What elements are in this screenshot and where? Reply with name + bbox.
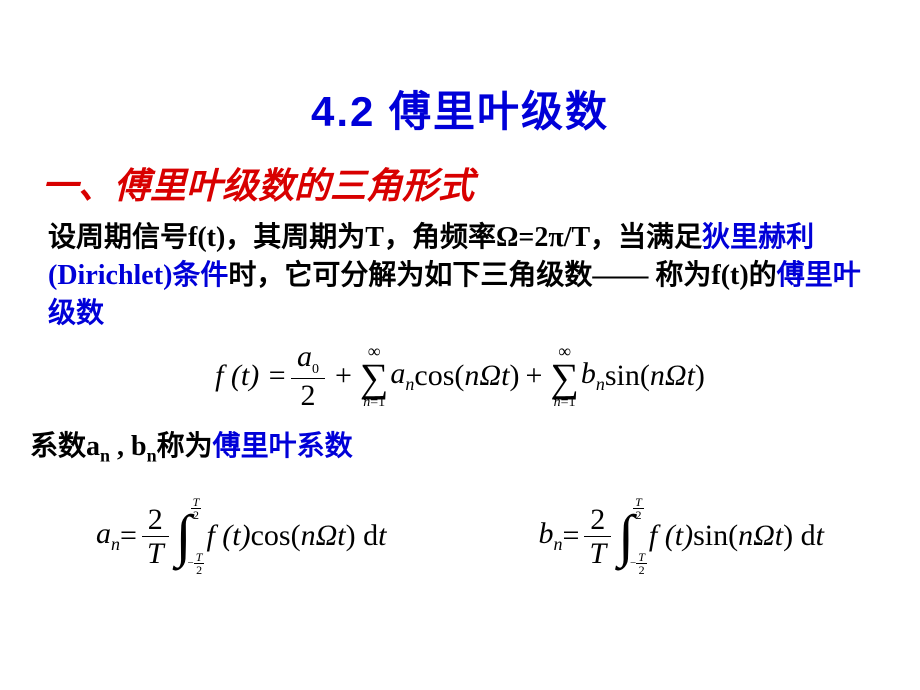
desc-text-2: 时，它可分解为如下三角级数—— 称为f(t)的 [228,260,776,291]
an-coef: an [390,357,414,395]
an-a: a [96,517,111,550]
bn-close: ) d [783,519,816,553]
an-int-lower: −T2 [188,551,205,576]
slide-title: 4.2 傅里叶级数 [0,0,920,139]
cos-close: ) [509,359,519,393]
coef-text-c: 称为 [157,431,213,462]
bn-frac-num: 2 [584,503,611,537]
bn-sin: sin( [693,519,738,553]
bn-integral: ∫ T2 −T2 [618,496,647,576]
bn-int-lower: −T2 [630,551,647,576]
sum-cos: ∞ ∑ n=1 [360,342,389,410]
bn-sub: n [554,534,563,554]
bn-ft: f (t) [649,519,693,553]
an-dt: t [378,519,386,553]
an-eq: = [120,519,137,553]
an-arg: nΩt [301,519,346,553]
coefficient-formulas: an = 2 T ∫ T2 −T2 f (t) cos(nΩt) d t bn … [0,466,920,576]
cos-label: cos( [414,359,464,393]
a0-over-2: a0 2 [291,340,325,411]
coef-b-sub: n [147,445,157,465]
an-2-over-T: 2 T [141,503,170,570]
an-integral: ∫ T2 −T2 [176,496,205,576]
sum2-bot-n: n [554,395,561,410]
bn-int-upper: T2 [630,496,647,521]
coef-text-a: 系数a [30,431,100,462]
formula-lhs: f (t) = [215,359,287,393]
sin-close: ) [695,359,705,393]
bn-2-over-T: 2 T [583,503,612,570]
an-formula: an = 2 T ∫ T2 −T2 f (t) cos(nΩt) d t [96,496,386,576]
an-close: ) d [346,519,379,553]
bn-formula: bn = 2 T ∫ T2 −T2 f (t) sin( nΩt) d t [539,496,824,576]
fourier-series-formula: f (t) = a0 2 + ∞ ∑ n=1 an cos(nΩt) + ∞ ∑… [0,332,920,411]
plus-1: + [335,359,352,393]
sigma-icon-2: ∑ [550,360,579,396]
an-frac-den: T [141,537,170,570]
desc-text-1: 设周期信号f(t)，其周期为T，角频率Ω=2π/T，当满足 [48,222,702,253]
bn-arg: nΩt [738,519,783,553]
an-int-upper: T2 [188,496,205,521]
coefficient-description: 系数an , bn称为傅里叶系数 [0,412,920,467]
coef-text-b: , b [110,431,147,462]
bn-frac-den: T [583,537,612,570]
frac-num-sub: 0 [312,362,319,377]
frac-num-a: a [297,340,312,373]
an-frac-num: 2 [142,503,169,537]
section-heading: 一、傅里叶级数的三角形式 [0,139,920,209]
bn-eq: = [563,519,580,553]
bn-dt: t [816,519,824,553]
bn-coef: bn [581,357,605,395]
cos-arg: nΩt [464,359,509,393]
bn-b: b [539,517,554,550]
sin-label: sin( [605,359,650,393]
fourier-coef-term: 傅里叶系数 [213,431,353,462]
sin-arg: nΩt [650,359,695,393]
sigma-icon: ∑ [360,360,389,396]
an-ft: f (t) [206,519,250,553]
an-cos: cos( [251,519,301,553]
sum2-bot-eq: =1 [561,395,576,410]
sum-bot-eq: =1 [370,395,385,410]
sum-sin: ∞ ∑ n=1 [550,342,579,410]
an-sub: n [111,534,120,554]
frac-den: 2 [294,379,321,412]
plus-2: + [525,359,542,393]
coef-a-sub: n [100,445,110,465]
description-paragraph: 设周期信号f(t)，其周期为T，角频率Ω=2π/T，当满足狄里赫利(Dirich… [0,209,920,332]
